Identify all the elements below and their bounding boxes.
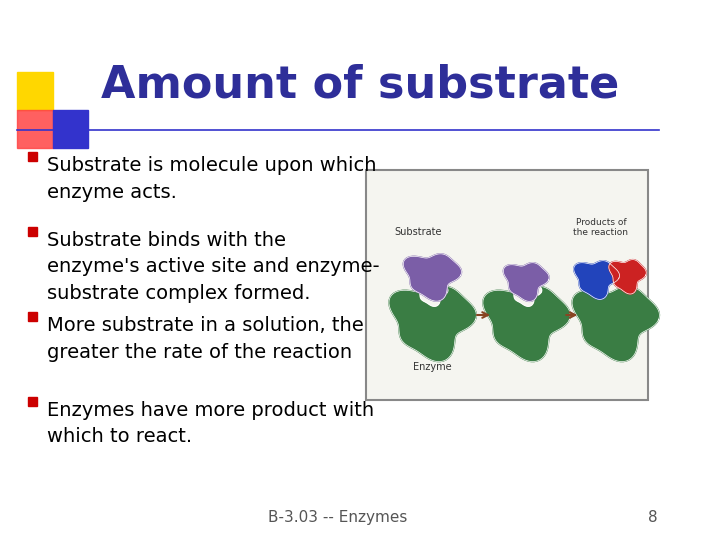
Polygon shape (403, 254, 462, 301)
Bar (17, 110, 53, 148)
Bar (28, 152, 37, 161)
Text: Substrate is molecule upon which
enzyme acts.: Substrate is molecule upon which enzyme … (47, 156, 377, 201)
Text: Products of
the reaction: Products of the reaction (573, 218, 629, 237)
Polygon shape (572, 286, 660, 362)
Polygon shape (574, 261, 619, 299)
Bar (28, 397, 37, 406)
Polygon shape (503, 262, 549, 301)
Polygon shape (417, 280, 448, 306)
Text: Enzymes have more product with
which to react.: Enzymes have more product with which to … (47, 401, 374, 447)
Bar (17, 72, 53, 110)
Bar (366, 170, 648, 400)
Text: 8: 8 (648, 510, 657, 525)
Polygon shape (609, 260, 647, 294)
Polygon shape (389, 286, 477, 362)
Bar (53, 110, 89, 148)
Text: Amount of substrate: Amount of substrate (102, 64, 620, 106)
Polygon shape (510, 280, 541, 306)
Text: More substrate in a solution, the
greater the rate of the reaction: More substrate in a solution, the greate… (47, 316, 364, 361)
Bar (28, 227, 37, 236)
Bar (28, 312, 37, 321)
Text: Substrate binds with the
enzyme's active site and enzyme-
substrate complex form: Substrate binds with the enzyme's active… (47, 231, 379, 303)
Text: Enzyme: Enzyme (413, 362, 451, 372)
Text: Substrate: Substrate (394, 227, 441, 237)
Text: B-3.03 -- Enzymes: B-3.03 -- Enzymes (269, 510, 408, 525)
Polygon shape (483, 286, 570, 362)
